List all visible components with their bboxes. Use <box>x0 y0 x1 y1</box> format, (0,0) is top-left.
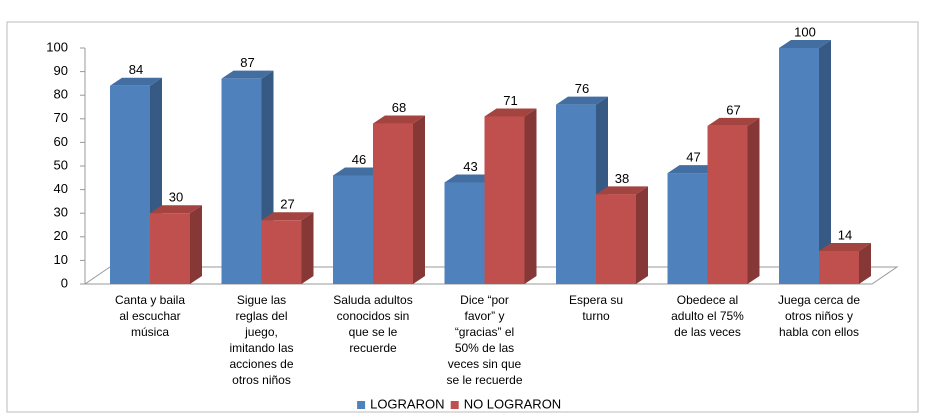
bar <box>707 125 748 284</box>
bar-top <box>596 186 648 195</box>
bar-side <box>636 186 648 284</box>
bar-top <box>221 70 274 79</box>
bar <box>150 213 190 284</box>
bar <box>484 116 525 284</box>
bar-top <box>110 77 162 86</box>
legend-label: NO LOGRARON <box>464 396 562 411</box>
x-tick-label: Sigue las reglas del juego, imitando las… <box>229 293 294 387</box>
bar-top <box>484 108 537 117</box>
bar <box>333 175 373 284</box>
y-tick-label: 80 <box>54 87 68 102</box>
value-label: 68 <box>392 100 406 115</box>
value-label: 30 <box>169 190 183 205</box>
bar <box>667 173 708 284</box>
y-tick-label: 30 <box>54 205 68 220</box>
value-label: 67 <box>726 102 740 117</box>
value-label: 84 <box>129 62 143 77</box>
y-tick-label: 100 <box>46 39 68 54</box>
value-label: 87 <box>240 55 254 70</box>
bar-side <box>301 212 314 284</box>
bar-top <box>779 40 831 48</box>
bar-top <box>150 205 202 214</box>
bar-top <box>373 115 425 124</box>
x-tick-label: Espera su turno <box>568 293 624 323</box>
bar <box>221 78 262 285</box>
value-label: 100 <box>794 24 816 39</box>
x-tick-label: Obedece al adulto el 75% de las veces <box>671 293 744 339</box>
y-tick-label: 70 <box>54 110 68 125</box>
bar-side <box>747 117 760 284</box>
legend-swatch <box>450 401 459 409</box>
bar-side <box>819 40 831 284</box>
y-tick-label: 0 <box>61 275 68 290</box>
value-label: 71 <box>503 93 517 108</box>
y-tick-label: 60 <box>54 134 68 149</box>
bar <box>596 194 636 284</box>
bar-top <box>444 174 497 183</box>
x-tick-label: Juega cerca de otros niños y habla con e… <box>777 293 861 339</box>
x-tick-label: Canta y baila al escuchar música <box>114 293 186 339</box>
bar <box>556 104 596 284</box>
bar-side <box>413 115 425 285</box>
bar-top <box>707 117 760 126</box>
value-label: 27 <box>280 197 294 212</box>
x-tick-label: Saluda adultos conocidos sin que se le r… <box>333 293 413 355</box>
y-tick-label: 50 <box>54 157 68 172</box>
bar <box>261 220 302 284</box>
value-label: 38 <box>615 171 629 186</box>
value-label: 76 <box>575 81 589 96</box>
y-tick-label: 10 <box>54 252 68 267</box>
bar <box>373 123 413 285</box>
bar-top <box>333 167 385 176</box>
bar-side <box>859 242 871 284</box>
bar <box>110 85 150 284</box>
value-label: 14 <box>838 227 852 242</box>
bar <box>444 182 485 284</box>
bar <box>779 48 819 284</box>
bar-top <box>819 242 871 251</box>
bar-top <box>261 212 314 221</box>
y-tick-label: 20 <box>54 228 68 243</box>
value-label: 47 <box>686 150 700 165</box>
x-tick-label: Dice “por favor” y “gracias” el 50% de l… <box>446 293 523 387</box>
legend-swatch <box>357 401 366 409</box>
y-tick-label: 90 <box>54 63 68 78</box>
bar-side <box>524 108 537 284</box>
bar-side <box>190 205 202 284</box>
bar <box>819 250 859 284</box>
bar-top <box>556 96 608 105</box>
bar-top <box>667 165 720 174</box>
chart-border <box>6 21 919 413</box>
value-label: 43 <box>463 159 477 174</box>
legend-label: LOGRARON <box>370 396 444 411</box>
value-label: 46 <box>352 152 366 167</box>
y-tick-label: 40 <box>54 181 68 196</box>
